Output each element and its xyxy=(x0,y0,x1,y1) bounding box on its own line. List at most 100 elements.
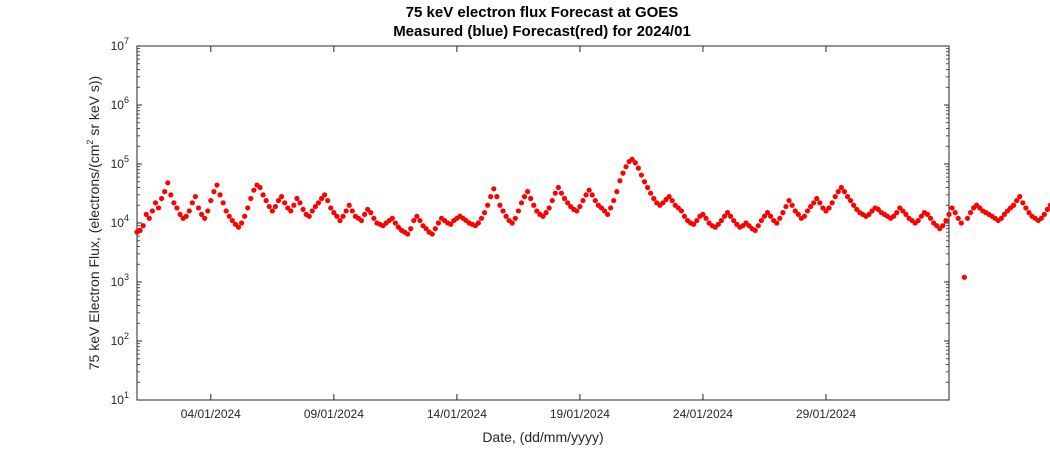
x-axis: 04/01/2024 09/01/2024 14/01/2024 19/01/2024… xyxy=(181,46,856,421)
data-point xyxy=(309,208,315,214)
data-point xyxy=(405,231,411,237)
data-point xyxy=(715,221,721,227)
data-point xyxy=(306,213,312,219)
data-point xyxy=(1026,210,1032,216)
data-point xyxy=(758,217,764,224)
data-point xyxy=(614,189,620,195)
data-point xyxy=(811,200,817,206)
data-point xyxy=(549,197,555,204)
data-point xyxy=(918,213,924,219)
data-point xyxy=(961,274,967,280)
data-point xyxy=(512,215,518,221)
data-point xyxy=(608,205,614,211)
data-point xyxy=(949,205,955,211)
data-point xyxy=(488,194,494,200)
data-point xyxy=(964,215,971,221)
data-point xyxy=(371,215,377,221)
data-point xyxy=(678,208,685,214)
data-point xyxy=(611,197,617,204)
data-point xyxy=(841,189,848,195)
data-point xyxy=(343,208,349,214)
data-point xyxy=(411,217,417,224)
data-point xyxy=(774,220,780,226)
data-point xyxy=(752,227,758,233)
data-point xyxy=(174,205,180,211)
data-point xyxy=(235,224,242,230)
chart-title: 75 keV electron flux Forecast at GOES xyxy=(406,4,679,21)
data-point xyxy=(629,156,635,162)
data-point xyxy=(768,213,774,219)
data-point xyxy=(792,208,798,214)
data-point xyxy=(531,202,537,208)
data-point xyxy=(761,213,768,219)
y-tick-label: 104 xyxy=(111,213,129,230)
data-point xyxy=(202,215,208,221)
data-point xyxy=(337,217,343,224)
data-point xyxy=(515,208,521,214)
data-point xyxy=(561,195,568,202)
data-point xyxy=(325,197,331,204)
data-point xyxy=(503,213,509,219)
data-point xyxy=(967,210,974,216)
data-point xyxy=(448,221,454,227)
data-point xyxy=(648,190,654,196)
data-point xyxy=(900,208,906,214)
data-point xyxy=(1010,202,1017,208)
data-point xyxy=(525,189,531,195)
data-point xyxy=(485,202,491,208)
data-point xyxy=(817,200,823,206)
data-point xyxy=(414,213,420,219)
data-point xyxy=(728,213,734,219)
data-point xyxy=(826,205,832,211)
y-tick-label: 101 xyxy=(111,390,129,407)
y-axis-label-superscript: 2 xyxy=(85,140,95,145)
data-point xyxy=(955,215,961,221)
data-point xyxy=(546,205,552,211)
data-point xyxy=(500,208,506,214)
y-axis-label: 75 keV Electron Flux, (electrons/(cm2 sr… xyxy=(85,76,102,370)
data-point xyxy=(1017,194,1023,200)
data-point xyxy=(211,189,217,195)
forecast-series xyxy=(134,156,1050,280)
data-point xyxy=(998,215,1004,221)
data-point xyxy=(521,194,528,200)
data-point xyxy=(159,195,165,202)
data-point xyxy=(795,211,801,217)
data-point xyxy=(208,197,214,204)
data-point xyxy=(552,190,558,196)
data-point xyxy=(349,208,355,214)
data-point xyxy=(315,200,322,206)
data-point xyxy=(362,211,368,217)
data-point xyxy=(238,220,245,226)
data-point xyxy=(891,213,897,219)
y-tick-label: 102 xyxy=(111,331,129,348)
y-axis-label-tail: sr keV s)) xyxy=(86,76,102,140)
data-point xyxy=(242,213,248,219)
data-point xyxy=(140,223,146,229)
data-point xyxy=(804,208,811,214)
data-point xyxy=(300,206,306,212)
data-point xyxy=(346,202,352,208)
data-point xyxy=(368,210,374,216)
data-point xyxy=(835,189,841,195)
data-point xyxy=(638,172,645,178)
data-point xyxy=(497,202,503,208)
data-point xyxy=(1014,197,1020,204)
data-point xyxy=(1023,205,1029,211)
data-point xyxy=(731,217,737,224)
data-point xyxy=(189,200,195,206)
data-point xyxy=(660,200,666,206)
data-point xyxy=(260,192,266,198)
y-tick-label: 106 xyxy=(111,95,129,112)
data-point xyxy=(724,210,731,216)
x-axis-label: Date, (dd/mm/yyyy) xyxy=(482,429,603,445)
data-point xyxy=(494,194,500,200)
data-point xyxy=(152,200,159,206)
data-point xyxy=(580,197,586,204)
data-point xyxy=(694,217,700,224)
data-point xyxy=(635,165,641,171)
data-point xyxy=(927,215,934,221)
data-point xyxy=(952,210,958,216)
data-point xyxy=(263,197,269,204)
data-point xyxy=(641,179,648,185)
